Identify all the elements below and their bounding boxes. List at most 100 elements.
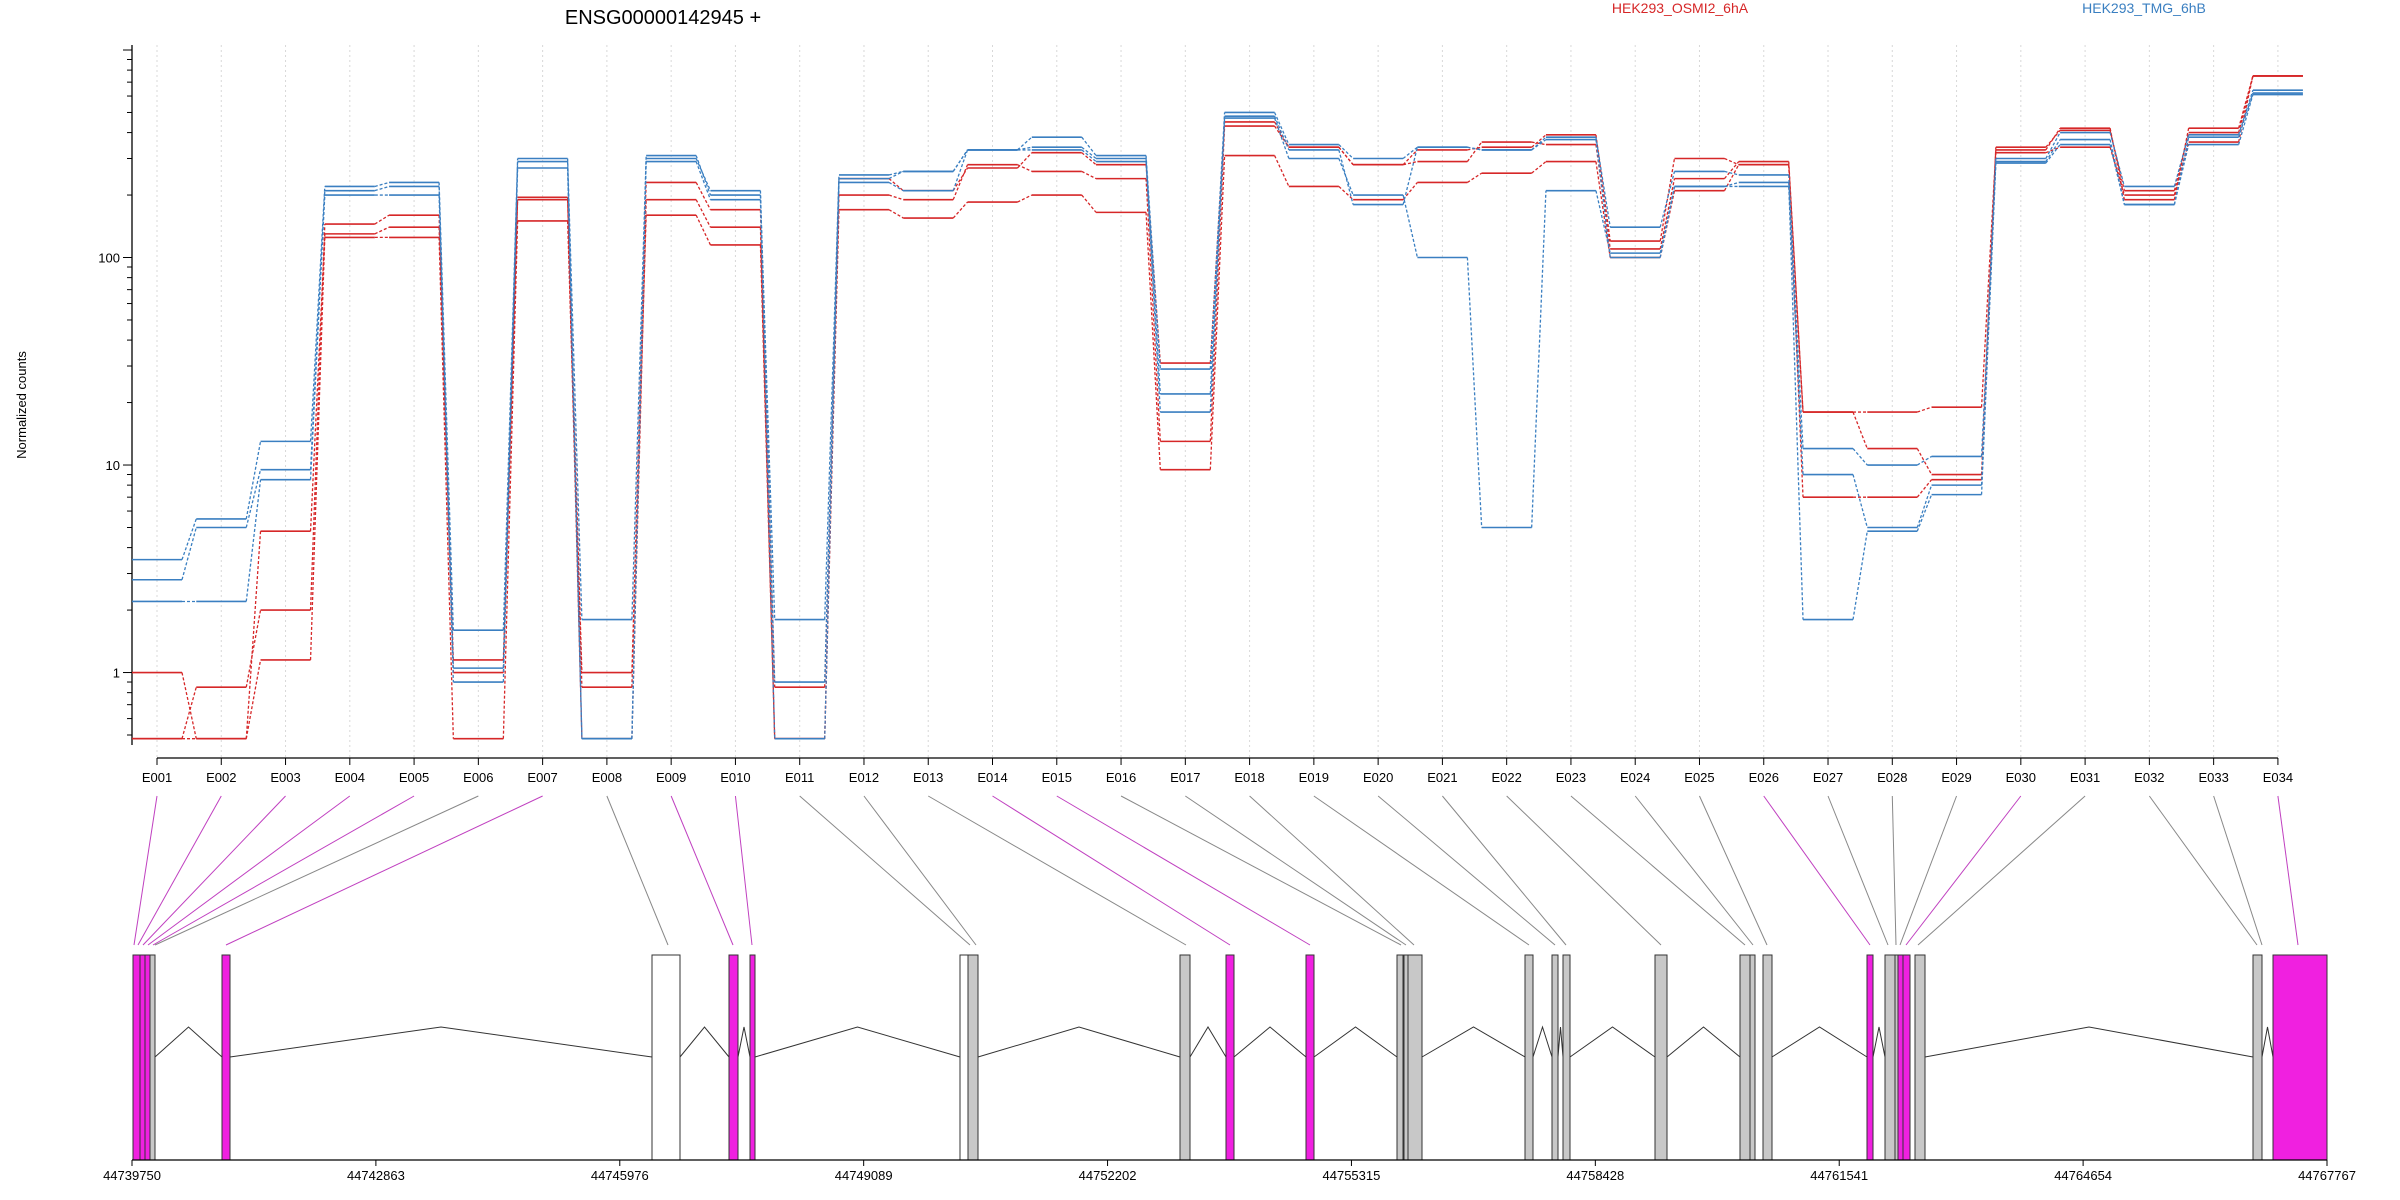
series-transition xyxy=(1916,494,1933,532)
x-tick-label: E005 xyxy=(399,770,429,785)
x-tick-label: E010 xyxy=(720,770,750,785)
coord-tick-label: 44755315 xyxy=(1323,1168,1381,1183)
series-transition xyxy=(566,167,583,739)
series-transition xyxy=(2045,129,2061,148)
exon-connector xyxy=(1905,795,2022,946)
exon-box xyxy=(1749,954,1756,1161)
series-2 xyxy=(132,75,2303,740)
exon-connector xyxy=(152,795,415,946)
series-lines xyxy=(132,75,2303,740)
x-tick-label: E013 xyxy=(913,770,943,785)
exon-connector xyxy=(1506,795,1662,946)
series-transition xyxy=(2045,146,2061,154)
coord-tick-label: 44742863 xyxy=(347,1168,405,1183)
series-transition xyxy=(1852,448,1868,466)
series-transition xyxy=(245,479,262,602)
exon-box xyxy=(959,954,969,1161)
exon-connector xyxy=(1377,795,1556,946)
x-axis: E001 E002 E003 E004 E005 E006 E007 E008 E009 E010… xyxy=(142,757,2293,785)
series-transition xyxy=(695,199,712,228)
series-transition xyxy=(1852,411,1868,449)
exon-box xyxy=(2272,954,2328,1161)
series-transition xyxy=(1595,134,1611,242)
x-tick-label: E029 xyxy=(1941,770,1971,785)
exon-box xyxy=(1654,954,1668,1161)
intron-line xyxy=(1189,1026,1227,1058)
series-1 xyxy=(132,75,2303,740)
series-transition xyxy=(1788,174,1804,449)
series-transition xyxy=(631,161,647,739)
exon-connector xyxy=(1185,795,1407,946)
series-transition xyxy=(309,233,326,532)
series-transition xyxy=(1659,178,1676,250)
series-transition xyxy=(2173,128,2190,200)
x-tick-label: E015 xyxy=(1042,770,1072,785)
intron-line xyxy=(1313,1026,1398,1058)
series-transition xyxy=(309,224,326,611)
exon-connector xyxy=(863,795,977,946)
series-transition xyxy=(181,687,197,739)
intron-line xyxy=(679,1026,730,1058)
series-transition xyxy=(1273,117,1290,159)
series-transition xyxy=(2045,127,2061,151)
series-transition xyxy=(566,158,583,620)
exon-connector xyxy=(927,795,1187,946)
x-tick-label: E001 xyxy=(142,770,172,785)
series-transition xyxy=(1145,158,1161,395)
series-transition xyxy=(1980,149,1997,408)
series-transition xyxy=(1145,164,1161,364)
coord-tick-label: 44767767 xyxy=(2298,1168,2356,1183)
y-tick-label: 10 xyxy=(106,458,120,473)
x-tick-label: E033 xyxy=(2198,770,2228,785)
series-transition xyxy=(1081,194,1097,213)
series-transition xyxy=(1531,139,1547,151)
series-transition xyxy=(1659,186,1676,254)
series-transition xyxy=(1402,182,1418,201)
series-transition xyxy=(566,220,583,688)
series-transition xyxy=(1273,115,1290,151)
exon-box xyxy=(2252,954,2263,1161)
series-transition xyxy=(695,155,712,196)
coord-tick-label: 44739750 xyxy=(103,1168,161,1183)
exon-box xyxy=(1866,954,1874,1161)
series-transition xyxy=(309,237,326,660)
chart-title: ENSG00000142945 + xyxy=(565,7,761,29)
exon-connectors xyxy=(133,795,2299,946)
exon-box xyxy=(1902,954,1911,1161)
series-transition xyxy=(374,181,390,188)
series-transition xyxy=(695,158,712,191)
series-transition xyxy=(1531,161,1547,174)
series-transition xyxy=(1402,146,1418,160)
series-5 xyxy=(132,93,2303,740)
intron-line xyxy=(2261,1026,2274,1058)
series-transition xyxy=(1209,118,1226,413)
series-transition xyxy=(1724,170,1739,176)
x-tick-label: E012 xyxy=(849,770,879,785)
exon-box xyxy=(728,954,739,1161)
series-transition xyxy=(695,161,712,200)
series-transition xyxy=(952,164,969,200)
series-transition xyxy=(1788,182,1804,620)
series-transition xyxy=(952,167,969,191)
x-tick-label: E011 xyxy=(785,770,814,785)
series-transition xyxy=(1788,164,1804,413)
intron-line xyxy=(1872,1026,1886,1058)
series-transition xyxy=(1338,144,1354,159)
series-transition xyxy=(1273,112,1290,145)
exon-connector xyxy=(133,795,158,946)
exon-connector xyxy=(1899,795,1958,946)
series-4 xyxy=(132,92,2303,740)
series-transition xyxy=(1788,164,1804,498)
exon-connector xyxy=(670,795,734,946)
series-transition xyxy=(1531,141,1547,146)
series-transition xyxy=(1466,141,1483,162)
series-transition xyxy=(695,214,712,246)
series-transition xyxy=(1916,484,1933,528)
series-transition xyxy=(245,609,262,688)
exon-connector xyxy=(225,795,543,946)
exon-box xyxy=(1407,954,1423,1161)
exon-connector xyxy=(1570,795,1746,946)
series-transition xyxy=(1017,164,1033,172)
series-transition xyxy=(824,174,840,620)
exon-connector xyxy=(1917,795,2086,946)
